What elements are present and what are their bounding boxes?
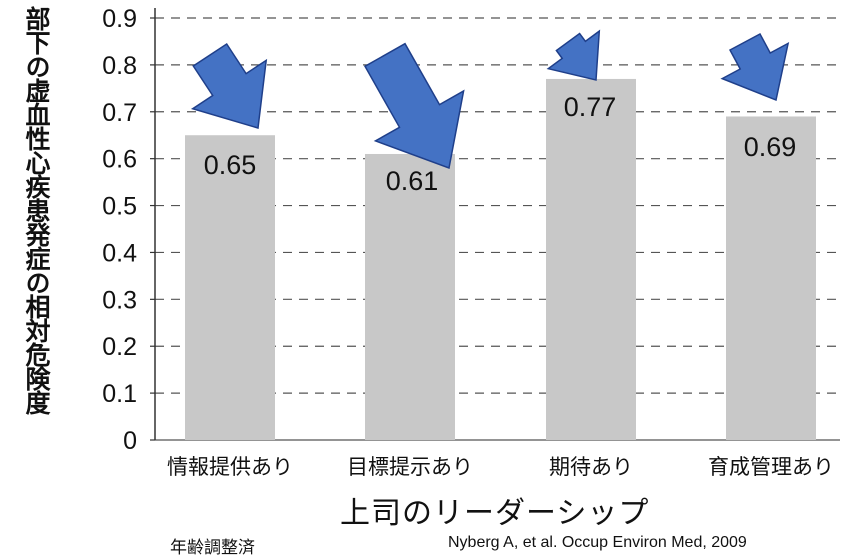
source-citation: Nyberg A, et al. Occup Environ Med, 2009 xyxy=(448,534,747,551)
y-tick-label: 0.3 xyxy=(102,286,137,314)
y-tick-label: 0.4 xyxy=(102,239,137,267)
y-tick-label: 0 xyxy=(123,427,137,455)
value-label: 0.65 xyxy=(204,150,257,180)
bar xyxy=(726,116,816,440)
value-labels: 0.65 0.61 0.77 0.69 xyxy=(204,92,797,196)
value-label: 0.61 xyxy=(386,166,439,196)
x-tick-labels: 情報提供あり 目標提示あり 期待あり 育成管理あり xyxy=(167,455,834,479)
y-tick-labels: 0 0.1 0.2 0.3 0.4 0.5 0.6 0.7 0.8 0.9 xyxy=(102,5,137,455)
down-arrow-icon xyxy=(363,42,465,170)
y-tick-label: 0.1 xyxy=(102,380,137,408)
x-axis-label: 上司のリーダーシップ xyxy=(340,496,650,531)
x-tick-label: 期待あり xyxy=(549,455,633,479)
value-label: 0.77 xyxy=(564,92,617,122)
x-tick-label: 育成管理あり xyxy=(708,455,834,479)
x-tick-label: 情報提供あり xyxy=(167,455,293,479)
arrows xyxy=(190,29,790,170)
y-tick-label: 0.7 xyxy=(102,99,137,127)
adjustment-note: 年齢調整済 xyxy=(170,538,255,558)
bar xyxy=(185,135,275,440)
y-tick-label: 0.2 xyxy=(102,333,137,361)
y-axis-label: 部下の虚血性心疾患発症の相対危険度 xyxy=(22,6,51,414)
y-tick-label: 0.8 xyxy=(102,52,137,80)
y-tick-label: 0.9 xyxy=(102,5,137,33)
y-tick-label: 0.6 xyxy=(102,146,137,174)
bar xyxy=(546,78,636,440)
value-label: 0.69 xyxy=(744,132,797,162)
x-tick-label: 目標提示あり xyxy=(347,455,473,479)
down-arrow-icon xyxy=(720,32,790,102)
bars xyxy=(185,78,816,440)
y-tick-label: 0.5 xyxy=(102,193,137,221)
down-arrow-icon xyxy=(190,42,268,129)
bar xyxy=(365,153,455,440)
down-arrow-icon xyxy=(546,29,601,81)
